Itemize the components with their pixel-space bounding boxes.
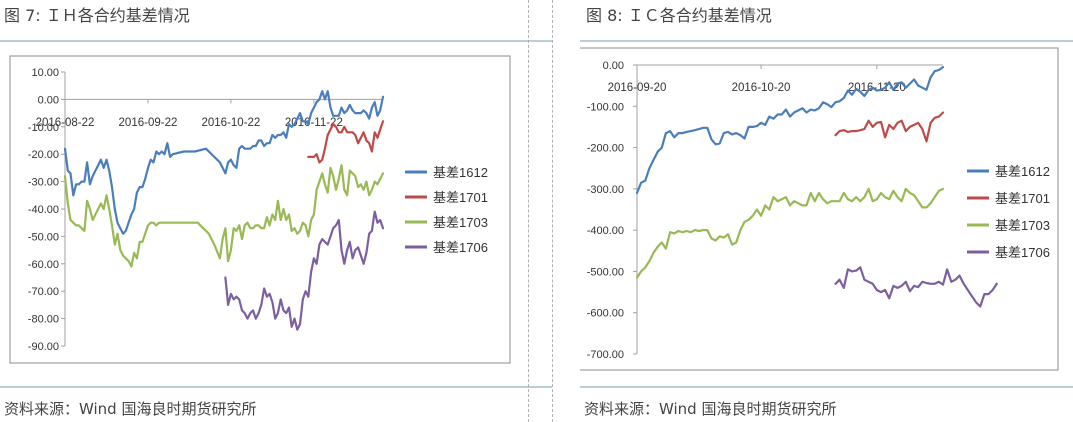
y-tick-label: -50.00 bbox=[28, 231, 59, 243]
ic-basis-chart: 0.00 -100.00 -200.00 -300.00 -400.00 -500.00 -… bbox=[580, 47, 1059, 371]
series-line-基差1703 bbox=[63, 164, 385, 268]
y-tick-label: -70.00 bbox=[28, 286, 59, 298]
y-tick-label: -80.00 bbox=[28, 314, 59, 326]
y-tick-label: 10.00 bbox=[31, 67, 59, 79]
x-tick-label: 2016-11-22 bbox=[285, 117, 343, 129]
x-tick-label: 2016-08-22 bbox=[36, 117, 95, 129]
legend-label: 基差1706 bbox=[995, 245, 1050, 260]
y-tick-label: -400.00 bbox=[587, 225, 624, 237]
chart-frame bbox=[580, 47, 1059, 371]
column-divider bbox=[528, 0, 529, 422]
series-line-基差1701 bbox=[834, 111, 945, 143]
y-tick-label: -300.00 bbox=[587, 184, 624, 196]
figure-7-source: 资料来源：Wind 国海良时期货研究所 bbox=[4, 400, 257, 418]
legend-label: 基差1701 bbox=[433, 190, 488, 205]
series-line-基差1612 bbox=[63, 90, 385, 235]
y-tick-label: -20.00 bbox=[28, 149, 59, 161]
figure-7-panel: 图 7: ＩＨ各合约基差情况 10.00 0.00 -10.00 -20.00 -30.… bbox=[0, 6, 552, 418]
legend-label: 基差1703 bbox=[995, 218, 1050, 233]
y-tick-label: -600.00 bbox=[587, 308, 624, 320]
series-line-基差1612 bbox=[635, 65, 945, 195]
y-tick-label: -30.00 bbox=[28, 177, 59, 189]
figure-8-title: 图 8: ＩＣ各合约基差情况 bbox=[586, 6, 772, 25]
y-tick-label: -60.00 bbox=[28, 259, 59, 271]
legend-label: 基差1612 bbox=[433, 165, 488, 180]
series-line-基差1703 bbox=[635, 187, 945, 279]
x-tick-label: 2016-09-22 bbox=[119, 117, 178, 129]
source-rule bbox=[580, 386, 1073, 388]
figure-8-source: 资料来源：Wind 国海良时期货研究所 bbox=[584, 400, 837, 418]
column-divider bbox=[552, 0, 553, 422]
y-tick-label: -500.00 bbox=[587, 266, 624, 278]
ih-basis-chart: 10.00 0.00 -10.00 -20.00 -30.00 -40.00 -50.00 -… bbox=[9, 55, 511, 364]
y-tick-label: -10.00 bbox=[28, 122, 59, 134]
y-tick-label: -40.00 bbox=[28, 204, 59, 216]
figure-7-title: 图 7: ＩＨ各合约基差情况 bbox=[4, 6, 190, 25]
x-tick-label: 2016-10-22 bbox=[201, 117, 260, 129]
source-rule bbox=[0, 386, 552, 388]
y-tick-label: -200.00 bbox=[587, 143, 624, 155]
y-tick-label: -90.00 bbox=[28, 341, 59, 353]
chart-frame bbox=[9, 55, 511, 364]
legend-label: 基差1612 bbox=[995, 164, 1050, 179]
y-tick-label: 0.00 bbox=[38, 94, 59, 106]
y-tick-label: 0.00 bbox=[603, 60, 624, 72]
series-line-基差1706 bbox=[834, 266, 998, 308]
figure-8-panel: 图 8: ＩＣ各合约基差情况 0.00 -100.00 -200.00 -300.00… bbox=[580, 0, 1073, 422]
series-line-基差1701 bbox=[307, 120, 385, 164]
y-tick-label: -700.00 bbox=[587, 349, 624, 361]
legend-label: 基差1701 bbox=[995, 191, 1050, 206]
y-tick-label: -100.00 bbox=[587, 101, 624, 113]
x-tick-label: 2016-09-20 bbox=[608, 82, 667, 94]
x-tick-label: 2016-10-20 bbox=[732, 82, 791, 94]
series-line-基差1706 bbox=[224, 210, 385, 331]
title-rule bbox=[580, 40, 1073, 42]
title-rule bbox=[0, 40, 552, 42]
legend-label: 基差1706 bbox=[433, 240, 488, 255]
legend-label: 基差1703 bbox=[433, 215, 488, 230]
